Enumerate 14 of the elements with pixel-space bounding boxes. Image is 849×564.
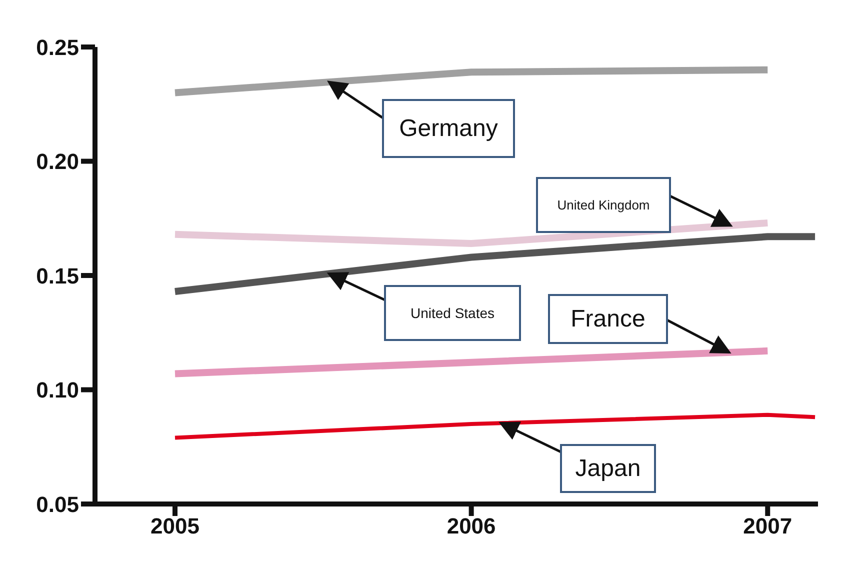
series-label: France <box>570 306 646 332</box>
series-label: United Kingdom <box>557 198 650 212</box>
y-tick-label: 0.05 <box>36 492 79 517</box>
y-tick-label: 0.10 <box>36 378 79 403</box>
series-label: Germany <box>399 115 498 142</box>
y-tick-label: 0.20 <box>36 149 79 174</box>
series-label: Japan <box>575 455 641 482</box>
y-tick-label: 0.15 <box>36 263 79 288</box>
x-tick-label: 2005 <box>150 514 200 539</box>
x-tick-label: 2006 <box>446 514 496 539</box>
y-tick-label: 0.25 <box>36 34 79 60</box>
text: United States <box>410 305 495 321</box>
line-series <box>173 412 818 440</box>
x-tick-label: 2007 <box>743 514 792 539</box>
